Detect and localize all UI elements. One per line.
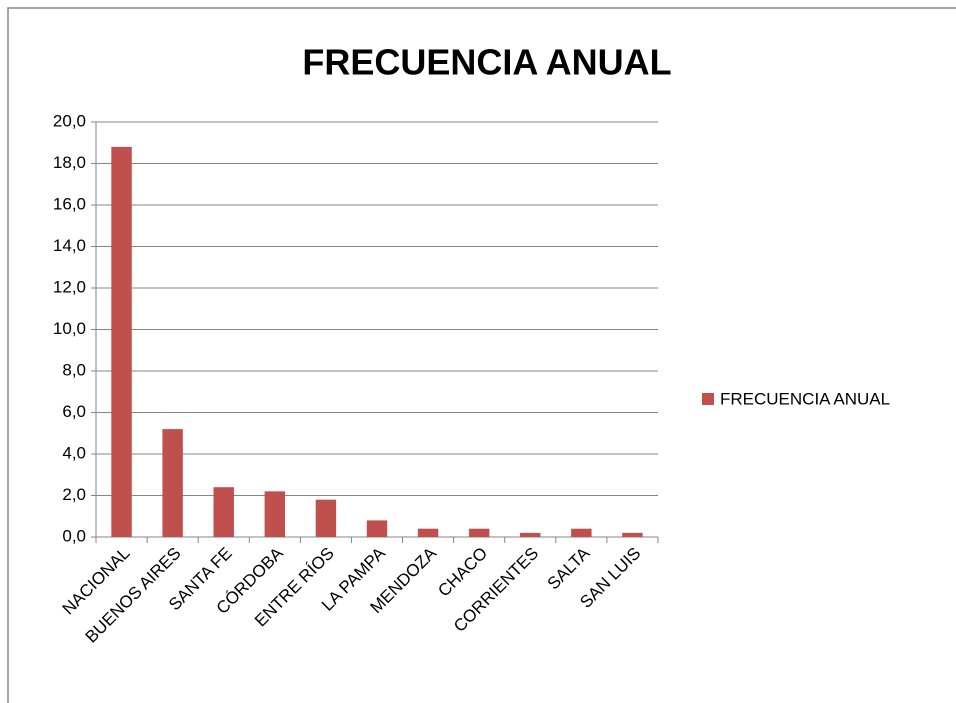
chart-frame xyxy=(7,7,956,703)
bar xyxy=(264,491,286,537)
y-tick-label: 8,0 xyxy=(62,360,86,379)
bar xyxy=(417,528,439,537)
legend-label: FRECUENCIA ANUAL xyxy=(720,389,890,408)
bar xyxy=(571,528,592,537)
y-tick-label: 20,0 xyxy=(53,111,86,130)
bar xyxy=(366,520,388,537)
y-tick-label: 12,0 xyxy=(53,277,86,296)
y-tick-label: 0,0 xyxy=(62,526,86,545)
bar xyxy=(622,532,643,537)
y-tick-label: 2,0 xyxy=(62,485,86,504)
legend-swatch xyxy=(702,393,714,405)
y-tick-label: 4,0 xyxy=(62,443,86,462)
y-tick-label: 6,0 xyxy=(62,402,86,421)
y-tick-label: 16,0 xyxy=(53,194,86,213)
bar xyxy=(315,499,337,537)
bar xyxy=(111,146,132,537)
y-tick-label: 18,0 xyxy=(53,153,86,172)
bar xyxy=(162,429,183,537)
chart-title: FRECUENCIA ANUAL xyxy=(302,42,671,83)
y-tick-label: 14,0 xyxy=(53,236,86,255)
y-tick-label: 10,0 xyxy=(53,319,86,338)
bar xyxy=(213,487,234,537)
bar xyxy=(520,532,541,537)
bar xyxy=(468,528,490,537)
